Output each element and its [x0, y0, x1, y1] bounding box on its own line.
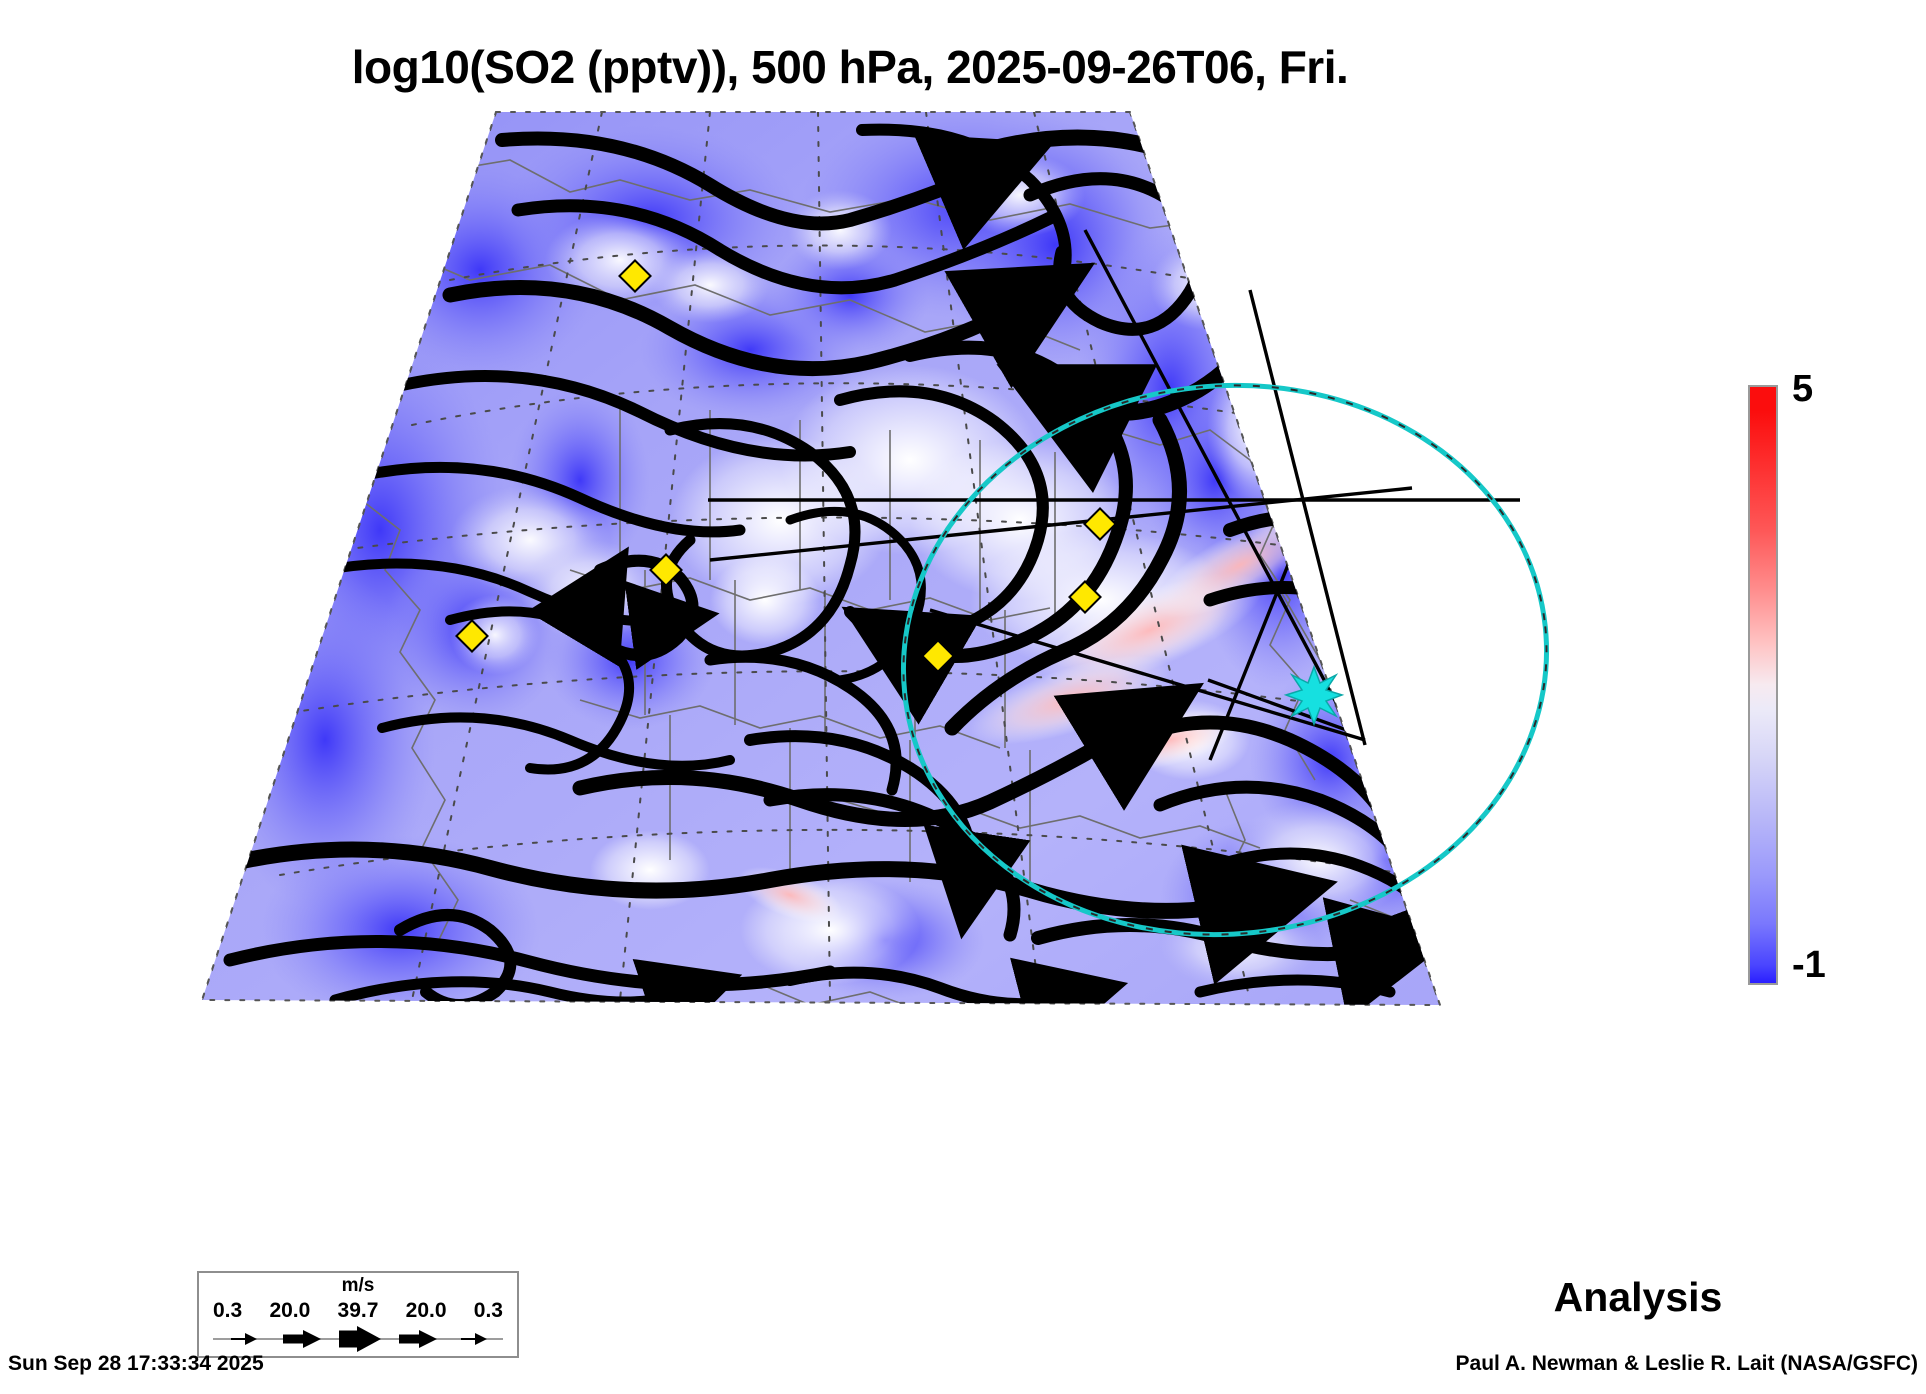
author-credit: Paul A. Newman & Leslie R. Lait (NASA/GS…	[1455, 1352, 1918, 1375]
colorbar-min-label: -1	[1792, 944, 1826, 986]
render-timestamp: Sun Sep 28 17:33:34 2025	[8, 1352, 264, 1375]
page-title: log10(SO2 (pptv)), 500 hPa, 2025-09-26T0…	[351, 41, 1349, 93]
analysis-label: Analysis	[1553, 1274, 1723, 1320]
wind-tick-5: 0.3	[473, 1299, 503, 1322]
wind-tick-1: 0.3	[213, 1299, 243, 1322]
map-canvas[interactable]	[150, 100, 1710, 1260]
station-marker[interactable]	[921, 639, 955, 673]
map-panel[interactable]	[150, 100, 1710, 1260]
station-markers-layer[interactable]	[455, 259, 1117, 673]
range-ring-outline	[902, 384, 1548, 936]
station-marker[interactable]	[1068, 580, 1102, 614]
wind-tick-4: 20.0	[405, 1299, 447, 1322]
wind-speed-legend: m/s 0.3 20.0 39.7 20.0 0.3	[197, 1271, 519, 1358]
colorbar[interactable]	[1748, 385, 1778, 985]
swath-edge-layer	[708, 289, 1520, 746]
center-star-icon[interactable]	[1283, 664, 1345, 727]
wind-tick-2: 20.0	[269, 1299, 311, 1322]
wind-legend-arrows	[213, 1326, 503, 1352]
wind-tick-3: 39.7	[337, 1299, 379, 1322]
map-border	[200, 111, 1442, 1007]
station-marker[interactable]	[649, 553, 683, 587]
station-marker[interactable]	[618, 259, 652, 293]
wind-legend-unit: m/s	[341, 1275, 375, 1296]
colorbar-max-label: 5	[1792, 368, 1814, 410]
station-marker[interactable]	[455, 619, 489, 653]
wind-legend-ticks: 0.3 20.0 39.7 20.0 0.3	[199, 1299, 517, 1323]
station-marker[interactable]	[1083, 507, 1117, 541]
